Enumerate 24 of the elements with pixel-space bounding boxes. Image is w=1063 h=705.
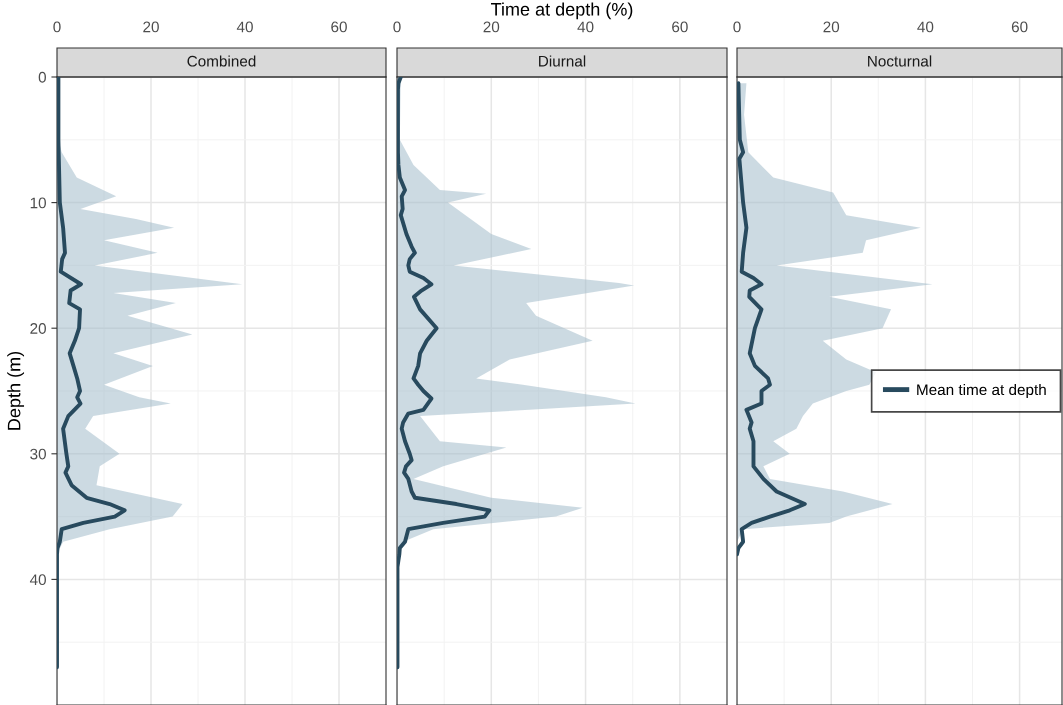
- y-tick-label: 20: [30, 323, 46, 334]
- y-tick-label: 40: [29, 574, 46, 586]
- x-tick-label: 0: [393, 21, 401, 33]
- x-tick-label: 60: [331, 21, 347, 33]
- x-axis-title: Time at depth (%): [491, 2, 633, 20]
- x-tick-label: 40: [236, 21, 253, 33]
- chart-title: Combined: [187, 55, 256, 67]
- y-tick-label: 0: [38, 71, 46, 83]
- x-tick-label: 60: [672, 21, 688, 33]
- x-tick-label: 0: [53, 21, 61, 33]
- chart-title: Nocturnal: [868, 55, 932, 67]
- chart-title: Diurnal: [539, 55, 586, 67]
- x-tick-label: 20: [143, 21, 159, 33]
- x-tick-label: 20: [483, 21, 500, 33]
- y-axis-title: Depth (m): [7, 351, 25, 430]
- x-tick-label: 40: [917, 21, 934, 33]
- y-tick-label: 30: [30, 448, 46, 460]
- x-tick-label: 0: [733, 21, 741, 33]
- x-tick-label: 40: [577, 21, 594, 33]
- x-tick-label: 60: [1011, 21, 1028, 33]
- legend-label: Mean time at depth: [917, 383, 1046, 399]
- x-tick-label: 20: [823, 21, 840, 33]
- y-tick-label: 10: [30, 197, 46, 209]
- line-series: [57, 77, 127, 670]
